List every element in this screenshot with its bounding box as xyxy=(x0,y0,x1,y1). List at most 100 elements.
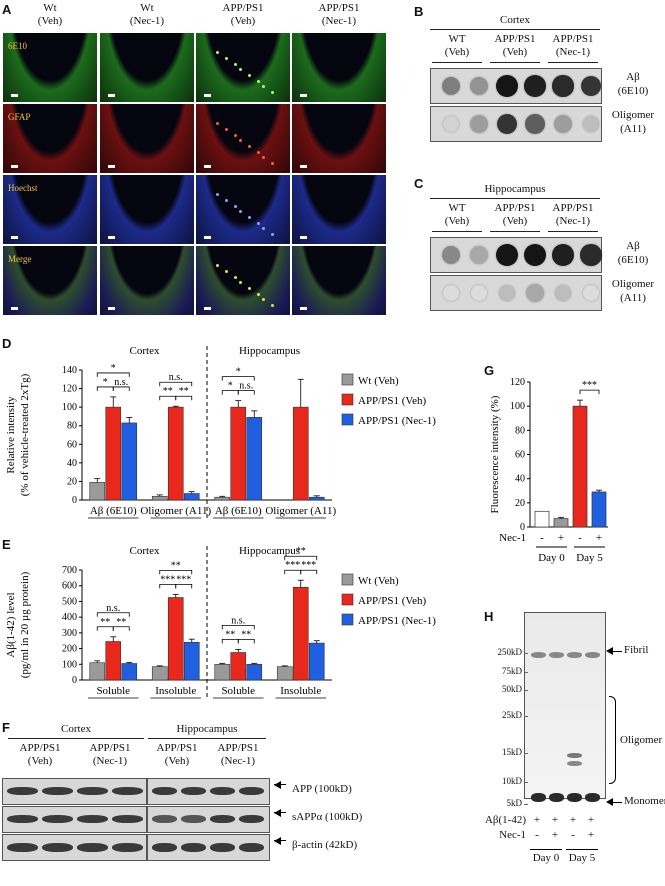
legend-label: APP/PS1 (Veh) xyxy=(358,595,426,607)
blot-band xyxy=(42,843,73,852)
band-label: β-actin (42kD) xyxy=(292,839,358,851)
plaque-spot xyxy=(234,63,237,66)
marker-label: 75kD xyxy=(502,666,522,676)
monomer-band xyxy=(585,793,600,802)
scale-bar xyxy=(108,94,115,97)
y-tick-label: 20 xyxy=(67,476,77,487)
significance-label: n.s. xyxy=(169,372,183,383)
plaque-spot xyxy=(216,122,219,125)
scale-bar xyxy=(108,165,115,168)
micrograph-image xyxy=(196,246,290,315)
y-tick-label: 200 xyxy=(62,644,77,655)
category-label: Insoluble xyxy=(155,685,196,697)
scale-bar xyxy=(11,236,18,239)
marker-tick xyxy=(524,804,528,805)
blot-band xyxy=(210,787,235,795)
dot-blot-strip xyxy=(430,237,602,273)
region-label: Cortex xyxy=(130,345,160,357)
gel-row-sign: + xyxy=(569,814,577,826)
y-axis-label: Relative intensity xyxy=(5,396,17,474)
blot-group-label: APP/PS1 xyxy=(552,33,594,45)
marker-label: 25kD xyxy=(502,710,522,720)
micrograph-image: Hoechst xyxy=(3,175,97,244)
y-tick-label: 500 xyxy=(62,596,77,607)
monomer-label: Monomer xyxy=(624,795,665,807)
blot-band xyxy=(77,815,108,823)
y-tick-label: 80 xyxy=(515,425,525,436)
group-underline xyxy=(548,231,598,232)
plaque-spot xyxy=(216,51,219,54)
plaque-spot xyxy=(225,199,228,202)
blot-dot xyxy=(496,75,518,97)
marker-tick xyxy=(524,782,528,783)
blot-group-label: APP/PS1 xyxy=(494,202,536,214)
y-tick-label: 140 xyxy=(62,365,77,376)
legend-label: APP/PS1 (Veh) xyxy=(358,395,426,407)
blot-dot xyxy=(469,76,489,96)
blot-band xyxy=(42,787,73,795)
blot-band xyxy=(152,843,177,852)
blot-dot xyxy=(470,246,488,264)
y-tick-label: 100 xyxy=(62,402,77,413)
plaque-spot xyxy=(257,151,260,154)
gel-row-sign: + xyxy=(587,814,595,826)
legend-swatch xyxy=(341,413,354,426)
plaque-spot xyxy=(262,85,265,88)
significance-label: * xyxy=(236,367,241,378)
bar xyxy=(534,510,550,528)
micrograph-image xyxy=(100,33,194,102)
blot-dot xyxy=(582,115,600,133)
bar xyxy=(167,406,184,501)
blot-group-sublabel: (Veh) xyxy=(444,215,470,227)
blot-band xyxy=(112,843,143,852)
dot-blot-strip xyxy=(430,68,602,104)
y-tick-label: 100 xyxy=(62,659,77,670)
gel-row-sign: - xyxy=(535,829,539,841)
dot-blot-strip xyxy=(430,106,602,142)
marker-label: 10kD xyxy=(502,776,522,786)
plaque-spot xyxy=(234,276,237,279)
blot-dot xyxy=(442,115,460,133)
y-axis-label: Aβ(1-42) level xyxy=(5,592,17,657)
micrograph-image xyxy=(100,175,194,244)
significance-bracket xyxy=(221,624,255,630)
micrograph-image xyxy=(196,104,290,173)
plaque-spot xyxy=(271,91,274,94)
plaque-spot xyxy=(225,270,228,273)
marker-tick xyxy=(524,672,528,673)
y-tick-label: 80 xyxy=(67,421,77,432)
bar xyxy=(292,406,309,501)
plaque-spot xyxy=(271,162,274,165)
nec1-sign: - xyxy=(540,532,544,544)
region-label: Hippocampus xyxy=(239,545,300,557)
plaque-spot xyxy=(248,145,251,148)
marker-tick xyxy=(524,653,528,654)
significance-bracket xyxy=(237,638,255,644)
blot-dot xyxy=(583,285,599,301)
significance-label: n.s. xyxy=(239,381,253,392)
scale-bar xyxy=(204,94,211,97)
blot-band xyxy=(7,815,38,823)
plaque-spot xyxy=(248,287,251,290)
y-axis-label: Fluorescence intensity (%) xyxy=(489,395,501,513)
significance-label: n.s. xyxy=(114,377,128,388)
plaque-spot xyxy=(271,304,274,307)
significance-label: * xyxy=(228,381,233,392)
scale-bar xyxy=(300,307,307,310)
legend-label: APP/PS1 (Nec-1) xyxy=(358,415,436,427)
y-tick-label: 120 xyxy=(62,384,77,395)
bar xyxy=(151,495,168,501)
bar xyxy=(246,663,263,681)
bar xyxy=(214,663,231,681)
category-label: Oligomer (A11) xyxy=(140,505,211,517)
nec1-sign: + xyxy=(596,532,602,544)
micrograph-image xyxy=(292,175,386,244)
blot-group-label: APP/PS1 xyxy=(217,742,259,754)
bar xyxy=(308,642,325,681)
plaque-spot xyxy=(257,80,260,83)
significance-label: ** xyxy=(116,617,126,628)
significance-bracket xyxy=(96,372,130,377)
nec1-row-label: Nec-1 xyxy=(499,532,526,544)
micrograph-image: GFAP xyxy=(3,104,97,173)
blot-band xyxy=(239,787,264,795)
